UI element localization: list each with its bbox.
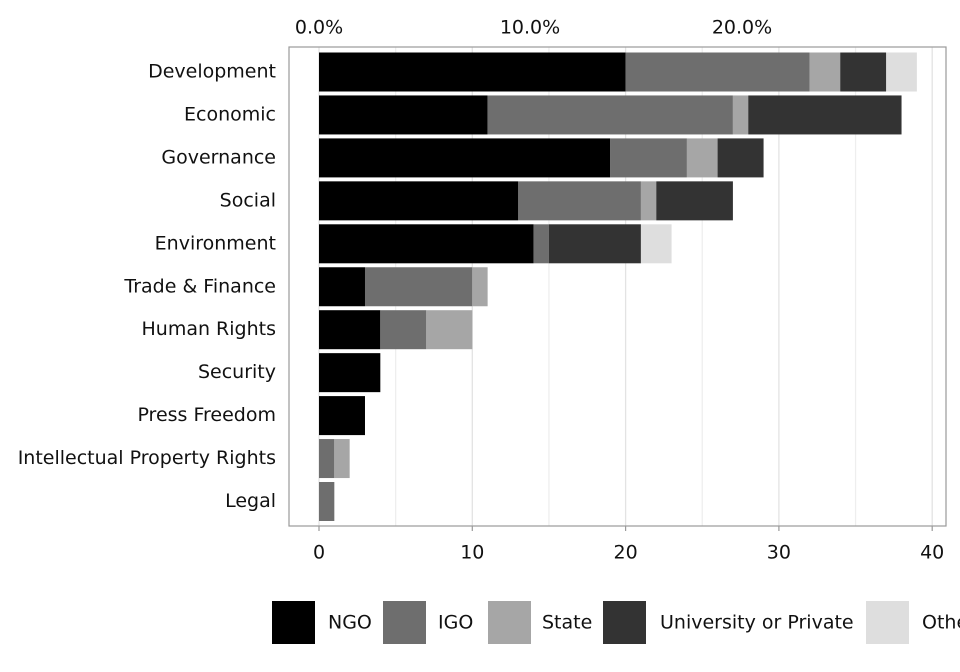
bar-segment: [518, 181, 641, 221]
bar-segment: [319, 353, 381, 393]
bar-segment: [319, 224, 534, 264]
bar-segment: [472, 267, 488, 307]
x-tick-label: 20: [614, 542, 638, 564]
bar-segment: [319, 396, 365, 436]
bar-segment: [625, 52, 810, 92]
x-tick-label: 10: [460, 542, 484, 564]
legend: NGO IGO State University or Private Other: [272, 601, 960, 644]
legend-swatch: [383, 601, 426, 644]
bar-segment: [487, 95, 733, 135]
top-axis-ticks: 0.0% 10.0% 20.0%: [295, 17, 772, 39]
legend-label: NGO: [328, 612, 372, 634]
legend-label: IGO: [438, 612, 473, 634]
legend-swatch: [866, 601, 909, 644]
bar-segment: [334, 439, 350, 479]
legend-label: University or Private: [660, 612, 854, 634]
bar-segment: [686, 138, 718, 178]
bar-segment: [548, 224, 641, 264]
bar-segment: [748, 95, 902, 135]
bar-segment: [426, 310, 473, 350]
plot-border: [288, 46, 947, 527]
top-tick-label: 0.0%: [295, 17, 343, 39]
category-label: Social: [220, 189, 276, 211]
bar-segment: [840, 52, 887, 92]
bar-segment: [319, 138, 611, 178]
bar-segment: [809, 52, 841, 92]
category-label: Press Freedom: [137, 404, 276, 426]
category-label: Governance: [161, 146, 276, 168]
legend-swatch: [603, 601, 646, 644]
plot-frame: [288, 46, 947, 527]
bar-segment: [319, 310, 381, 350]
category-label: Economic: [184, 103, 276, 125]
bar-segment: [319, 439, 335, 479]
bar-segment: [640, 224, 672, 264]
bar-segment: [640, 181, 657, 221]
bar-segment: [610, 138, 687, 178]
bar-segment: [319, 52, 626, 92]
x-tick-label: 30: [767, 542, 791, 564]
category-labels: Development Economic Governance Social Envir…: [18, 61, 276, 513]
bar-segment: [656, 181, 733, 221]
bars: [319, 52, 917, 521]
legend-swatch: [488, 601, 531, 644]
bar-segment: [380, 310, 427, 350]
category-label: Intellectual Property Rights: [18, 447, 276, 469]
bar-segment: [319, 267, 365, 307]
legend-label: State: [542, 612, 592, 634]
bar-segment: [732, 95, 749, 135]
legend-swatch: [272, 601, 315, 644]
bar-segment: [319, 181, 519, 221]
top-tick-label: 20.0%: [712, 17, 772, 39]
x-axis-ticks: 0 10 20 30 40: [313, 526, 944, 564]
bar-segment: [319, 482, 335, 521]
category-label: Legal: [225, 490, 276, 512]
category-label: Development: [148, 61, 276, 83]
x-tick-label: 0: [313, 542, 325, 564]
legend-label: Other: [922, 612, 960, 634]
bar-segment: [364, 267, 473, 307]
category-label: Human Rights: [142, 318, 277, 340]
top-tick-label: 10.0%: [500, 17, 560, 39]
bar-segment: [886, 52, 917, 92]
x-tick-label: 40: [920, 542, 944, 564]
bar-segment: [717, 138, 764, 178]
category-label: Environment: [155, 232, 276, 254]
bar-segment: [533, 224, 549, 264]
category-label: Trade & Finance: [123, 275, 276, 297]
category-label: Security: [198, 361, 276, 383]
bar-segment: [319, 95, 488, 135]
